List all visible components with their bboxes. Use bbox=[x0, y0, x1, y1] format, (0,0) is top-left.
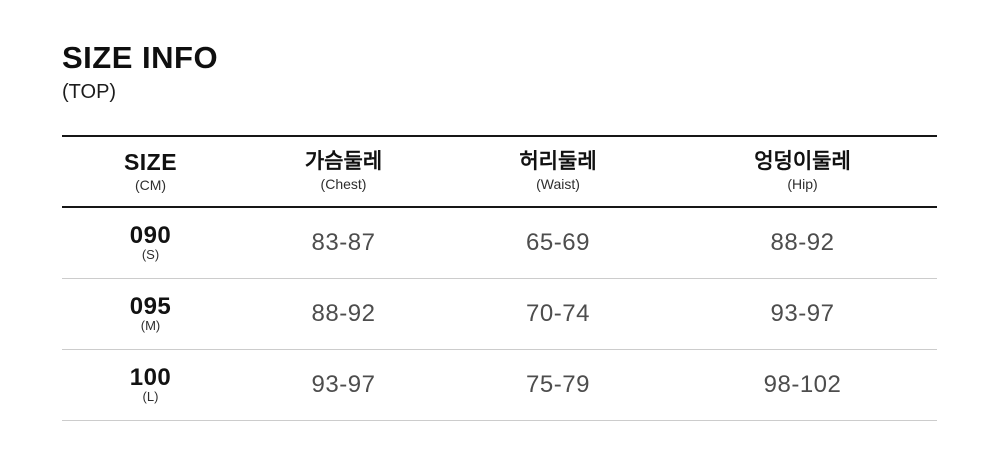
size-cell: 090 (S) bbox=[62, 207, 239, 279]
col-header-chest: 가슴둘레 (Chest) bbox=[239, 135, 448, 208]
table-row: 095 (M) 88-92 70-74 93-97 bbox=[62, 278, 937, 350]
col-header-size-label: SIZE bbox=[123, 148, 178, 175]
size-cell: 095 (M) bbox=[62, 278, 239, 350]
col-header-size: SIZE (CM) bbox=[62, 135, 239, 208]
size-value: 090 bbox=[129, 221, 172, 249]
size-value: 095 bbox=[129, 292, 172, 320]
page-title: SIZE INFO bbox=[62, 40, 219, 75]
col-header-waist-label: 허리둘레 bbox=[519, 150, 597, 174]
size-table: SIZE (CM) 가슴둘레 (Chest) 허리둘레 (Waist) 엉덩이둘… bbox=[62, 135, 937, 421]
page-subtitle: (TOP) bbox=[62, 81, 117, 103]
col-header-size-sublabel: (CM) bbox=[134, 177, 167, 194]
col-header-hip-label: 엉덩이둘레 bbox=[754, 150, 851, 174]
waist-value: 70-74 bbox=[448, 278, 668, 350]
chest-value: 93-97 bbox=[239, 349, 448, 421]
size-table-body: 090 (S) 83-87 65-69 88-92 095 (M) 88-92 … bbox=[62, 207, 937, 421]
hip-value: 88-92 bbox=[668, 207, 937, 279]
size-letter: (L) bbox=[142, 389, 159, 405]
hip-value: 93-97 bbox=[668, 278, 937, 350]
size-cell: 100 (L) bbox=[62, 349, 239, 421]
col-header-waist-sublabel: (Waist) bbox=[536, 176, 580, 193]
col-header-chest-sublabel: (Chest) bbox=[320, 176, 367, 193]
size-letter: (M) bbox=[140, 318, 161, 334]
header-row: SIZE (CM) 가슴둘레 (Chest) 허리둘레 (Waist) 엉덩이둘… bbox=[62, 135, 937, 208]
col-header-chest-label: 가슴둘레 bbox=[304, 150, 383, 174]
hip-value: 98-102 bbox=[668, 349, 937, 421]
table-row: 100 (L) 93-97 75-79 98-102 bbox=[62, 349, 937, 421]
col-header-hip-sublabel: (Hip) bbox=[787, 176, 818, 193]
size-value: 100 bbox=[129, 363, 172, 391]
col-header-waist: 허리둘레 (Waist) bbox=[448, 135, 668, 208]
waist-value: 75-79 bbox=[448, 349, 668, 421]
size-letter: (S) bbox=[141, 247, 160, 263]
waist-value: 65-69 bbox=[448, 207, 668, 279]
col-header-hip: 엉덩이둘레 (Hip) bbox=[668, 135, 937, 208]
size-table-header: SIZE (CM) 가슴둘레 (Chest) 허리둘레 (Waist) 엉덩이둘… bbox=[62, 135, 937, 208]
chest-value: 88-92 bbox=[239, 278, 448, 350]
table-row: 090 (S) 83-87 65-69 88-92 bbox=[62, 207, 937, 279]
chest-value: 83-87 bbox=[239, 207, 448, 279]
